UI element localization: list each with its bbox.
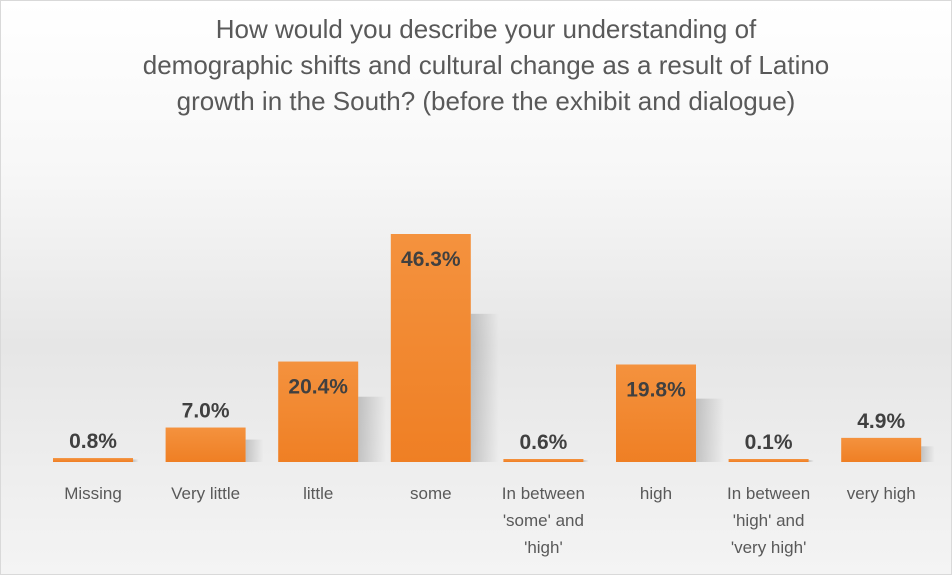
bar-shadow-1 <box>133 459 139 462</box>
bar-5 <box>503 459 584 462</box>
category-label-line: Very little <box>171 484 240 503</box>
data-label-6: 19.8% <box>626 378 686 401</box>
category-label-7: In between 'high' and 'very high' <box>727 484 810 557</box>
category-label-line: 'very high' <box>731 538 806 557</box>
data-label-3: 20.4% <box>288 376 348 399</box>
bar-shadow-4 <box>470 313 499 462</box>
category-label-3: little <box>303 484 333 503</box>
data-label-7: 0.1% <box>745 431 793 454</box>
category-label-line: high <box>640 484 672 503</box>
data-label-2: 7.0% <box>182 400 230 423</box>
bar-6 <box>616 364 696 462</box>
category-label-line: 'high' <box>524 538 563 557</box>
category-label-5: In between 'some' and 'high' <box>502 484 585 557</box>
category-label-line: little <box>303 484 333 503</box>
bar-shadow-2 <box>245 439 264 462</box>
bar-shadow-7 <box>808 460 814 462</box>
category-label-line: In between <box>727 484 810 503</box>
category-label-line: 'high' and <box>733 511 805 530</box>
category-label-4: some <box>410 484 452 503</box>
category-label-line: Missing <box>64 484 122 503</box>
bar-8 <box>841 437 922 462</box>
data-label-1: 0.8% <box>69 430 117 453</box>
category-label-line: In between <box>502 484 585 503</box>
bar-3 <box>278 361 359 462</box>
bar-4 <box>390 234 471 462</box>
bar-shadow-8 <box>921 446 935 462</box>
bar-shadow-3 <box>358 396 387 462</box>
bar-2 <box>165 427 246 462</box>
category-label-line: very high <box>847 484 916 503</box>
category-label-1: Missing <box>64 484 122 503</box>
category-label-8: very high <box>847 484 916 503</box>
bar-1 <box>53 458 133 462</box>
category-label-line: some <box>410 484 452 503</box>
data-label-4: 46.3% <box>401 248 461 271</box>
bar-shadow-6 <box>696 398 724 462</box>
category-label-2: Very little <box>171 484 240 503</box>
chart-title: How would you describe your understandin… <box>142 14 830 116</box>
bar-7 <box>728 459 809 462</box>
bar-shadow-5 <box>583 460 589 462</box>
data-label-8: 4.9% <box>857 410 905 433</box>
category-label-6: high <box>640 484 672 503</box>
data-label-5: 0.6% <box>519 431 567 454</box>
category-label-line: 'some' and <box>503 511 584 530</box>
